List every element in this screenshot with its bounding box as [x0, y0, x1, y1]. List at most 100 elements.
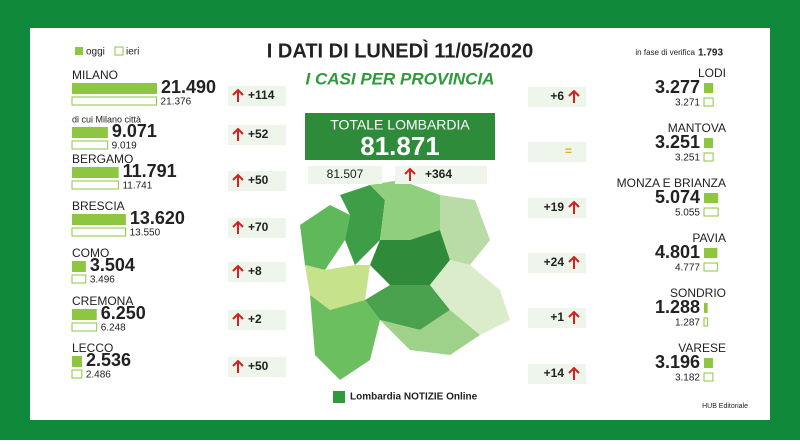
total-delta-box: [395, 166, 487, 184]
delta-box: [528, 198, 586, 218]
yesterday-bar: [703, 262, 718, 272]
total-delta: +364: [425, 167, 452, 181]
total-value: 81.871: [360, 131, 440, 161]
delta-box: [228, 310, 286, 330]
delta-box: [228, 218, 286, 238]
yesterday-bar: [71, 180, 119, 190]
yesterday-value: 4.777: [675, 263, 700, 274]
today-bar: [72, 83, 157, 94]
brand: Lombardia NOTIZIE Online: [350, 392, 478, 403]
yesterday-value: 21.376: [161, 97, 192, 108]
today-value: 6.250: [101, 303, 146, 323]
yesterday-value: 6.248: [101, 323, 126, 334]
province-name: CREMONA: [72, 294, 133, 308]
verify-value: 1.793: [698, 48, 723, 59]
today-value: 13.620: [130, 208, 185, 228]
delta-box: [228, 125, 286, 145]
yesterday-value: 3.182: [675, 373, 700, 384]
total-yesterday-box: [308, 166, 382, 184]
today-bar: [704, 138, 714, 148]
delta: +19: [544, 200, 565, 214]
yesterday-value: 13.550: [130, 228, 161, 239]
province-name: MANTOVA: [668, 121, 726, 135]
today-bar: [72, 127, 108, 138]
yesterday-value: 3.271: [675, 98, 700, 109]
delta-box: [528, 253, 586, 273]
province-name: COMO: [72, 246, 109, 260]
total-box: [305, 113, 495, 160]
today-value: 4.801: [655, 242, 700, 262]
province-name: BRESCIA: [72, 199, 125, 213]
today-value: 3.277: [655, 77, 700, 97]
yesterday-value: 11.741: [122, 181, 152, 192]
yesterday-bar: [71, 369, 83, 379]
yesterday-bar: [703, 152, 714, 162]
delta-box: [228, 86, 286, 106]
yesterday-value: 3.496: [90, 275, 115, 286]
delta: +50: [248, 359, 269, 373]
brand-logo: [333, 391, 345, 403]
yesterday-value: 2.486: [86, 370, 111, 381]
legend-today: oggi: [86, 47, 105, 58]
yesterday-bar: [703, 317, 709, 327]
today-bar: [72, 261, 86, 272]
province-name: SONDRIO: [670, 286, 726, 300]
delta: +50: [248, 173, 269, 187]
province-name: LECCO: [72, 341, 113, 355]
arrow: [568, 89, 580, 103]
yesterday-value: 5.055: [675, 208, 700, 219]
legend-swatch-today: [75, 47, 83, 55]
delta: =: [565, 144, 572, 158]
today-bar: [72, 356, 83, 367]
province-name: LODI: [698, 66, 726, 80]
arrow: [568, 366, 580, 380]
province-name: PAVIA: [692, 231, 726, 245]
today-value: 2.536: [86, 350, 131, 370]
province-name: MILANO: [72, 68, 118, 82]
arrow: [568, 200, 580, 214]
yesterday-value: 3.251: [675, 153, 700, 164]
delta: +14: [544, 366, 565, 380]
delta: +24: [544, 255, 565, 269]
today-bar: [72, 167, 119, 178]
delta: +8: [248, 264, 262, 278]
today-bar: [704, 83, 714, 93]
total-yesterday: 81.507: [327, 167, 364, 181]
yesterday-bar: [703, 372, 714, 382]
arrow: [232, 173, 244, 187]
delta-box: [228, 357, 286, 377]
today-value: 1.288: [655, 297, 700, 317]
province-name: di cui Milano città: [72, 114, 141, 124]
today-bar: [704, 193, 719, 203]
map: [300, 180, 510, 380]
arrow: [232, 312, 244, 326]
yesterday-bar: [71, 274, 87, 284]
delta: +1: [550, 310, 564, 324]
arrow: [568, 255, 580, 269]
province-name: BERGAMO: [72, 152, 133, 166]
yesterday-value: 1.287: [675, 318, 700, 329]
today-value: 11.791: [123, 161, 177, 181]
yesterday-bar: [703, 207, 719, 217]
delta: +70: [248, 220, 269, 234]
arrow: [232, 88, 244, 102]
today-bar: [72, 214, 126, 225]
delta-box: [228, 171, 286, 191]
arrow: [568, 310, 580, 324]
verify-label: in fase di verifica: [635, 48, 695, 57]
today-bar: [704, 248, 718, 258]
delta: +2: [248, 312, 262, 326]
title: I DATI DI LUNEDÌ 11/05/2020: [267, 39, 533, 62]
today-value: 5.074: [655, 187, 700, 207]
legend-yesterday: ieri: [126, 47, 139, 58]
today-value: 3.504: [90, 255, 135, 275]
delta-box: [528, 87, 586, 107]
today-bar: [72, 309, 97, 320]
delta: +52: [248, 127, 269, 141]
arrow: [232, 264, 244, 278]
arrow: [404, 167, 416, 181]
legend-swatch-yesterday: [114, 46, 124, 56]
today-bar: [704, 303, 708, 313]
today-value: 9.071: [112, 121, 157, 141]
